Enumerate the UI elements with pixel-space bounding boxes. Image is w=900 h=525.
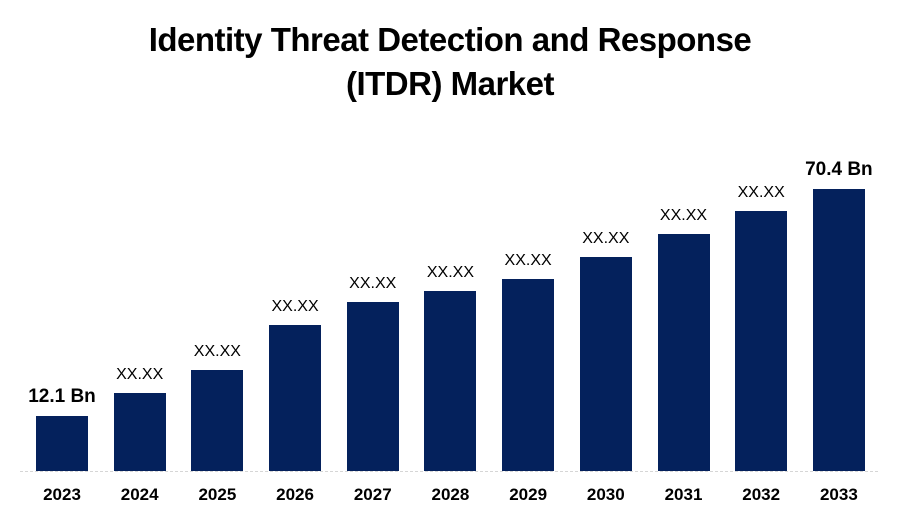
- bar-value-label-2024: XX.XX: [116, 366, 164, 383]
- bar-group-2028: XX.XX: [424, 263, 477, 471]
- x-tick-label-2032: 2032: [742, 485, 781, 504]
- bar-2024: [113, 393, 166, 471]
- bar-value-label-2026: XX.XX: [271, 298, 319, 315]
- bar-group-2024: XX.XX: [113, 365, 166, 471]
- x-tick-label-2026: 2026: [276, 485, 314, 504]
- chart-title: Identity Threat Detection and Response (…: [0, 18, 900, 106]
- bar-group-2029: XX.XX: [502, 251, 555, 471]
- bar-2030: [579, 257, 632, 471]
- bar-2032: [735, 211, 788, 471]
- x-tick-label-2033: 2033: [819, 485, 858, 504]
- bar-value-label-2030: XX.XX: [582, 230, 630, 247]
- x-tick-label-2029: 2029: [509, 485, 548, 504]
- x-axis-labels: 2023 2024 2025 2026 2027 2028 2029 2030 2031 2032…: [36, 484, 865, 505]
- bar-2029: [502, 279, 555, 471]
- bar-value-label-2033: 70.4 Bn: [805, 159, 873, 180]
- bar-group-2027: XX.XX: [346, 274, 399, 471]
- x-axis-line: [20, 471, 878, 472]
- bar-group-2031: XX.XX: [657, 206, 710, 471]
- x-tick-label-2028: 2028: [431, 485, 470, 504]
- bar-value-label-2025: XX.XX: [193, 343, 241, 360]
- bar-group-2030: XX.XX: [579, 229, 632, 471]
- bar-2033: [812, 189, 865, 471]
- bar-group-2023: 12.1 Bn: [28, 385, 96, 471]
- x-tick-label-2031: 2031: [664, 485, 703, 504]
- bar-group-2033: 70.4 Bn: [805, 158, 873, 471]
- chart-title-line1: Identity Threat Detection and Response: [148, 21, 752, 58]
- bar-2027: [346, 302, 399, 471]
- x-tick-label-2030: 2030: [586, 485, 625, 504]
- x-tick-label-2025: 2025: [198, 485, 237, 504]
- bar-group-2032: XX.XX: [735, 183, 788, 471]
- bar-value-label-2032: XX.XX: [737, 184, 785, 201]
- bar-group-2025: XX.XX: [191, 342, 244, 471]
- x-tick-label-2027: 2027: [353, 485, 392, 504]
- bar-group-2026: XX.XX: [269, 297, 322, 471]
- bar-value-label-2029: XX.XX: [504, 252, 552, 269]
- chart-title-line2: (ITDR) Market: [345, 65, 555, 102]
- plot-area: 12.1 Bn XX.XX XX.XX XX.XX XX.XX XX.XX XX.XX XX.…: [28, 150, 873, 471]
- x-tick-label-2024: 2024: [120, 485, 159, 504]
- bar-2025: [191, 370, 244, 471]
- bar-value-label-2028: XX.XX: [426, 264, 474, 281]
- bar-value-label-2023: 12.1 Bn: [28, 386, 96, 407]
- bar-2023: [36, 416, 88, 471]
- bar-2026: [269, 325, 322, 471]
- bar-2031: [657, 234, 710, 471]
- bar-value-label-2027: XX.XX: [349, 275, 397, 292]
- bar-2028: [424, 291, 477, 471]
- bar-value-label-2031: XX.XX: [659, 207, 708, 224]
- x-tick-label-2023: 2023: [43, 485, 81, 504]
